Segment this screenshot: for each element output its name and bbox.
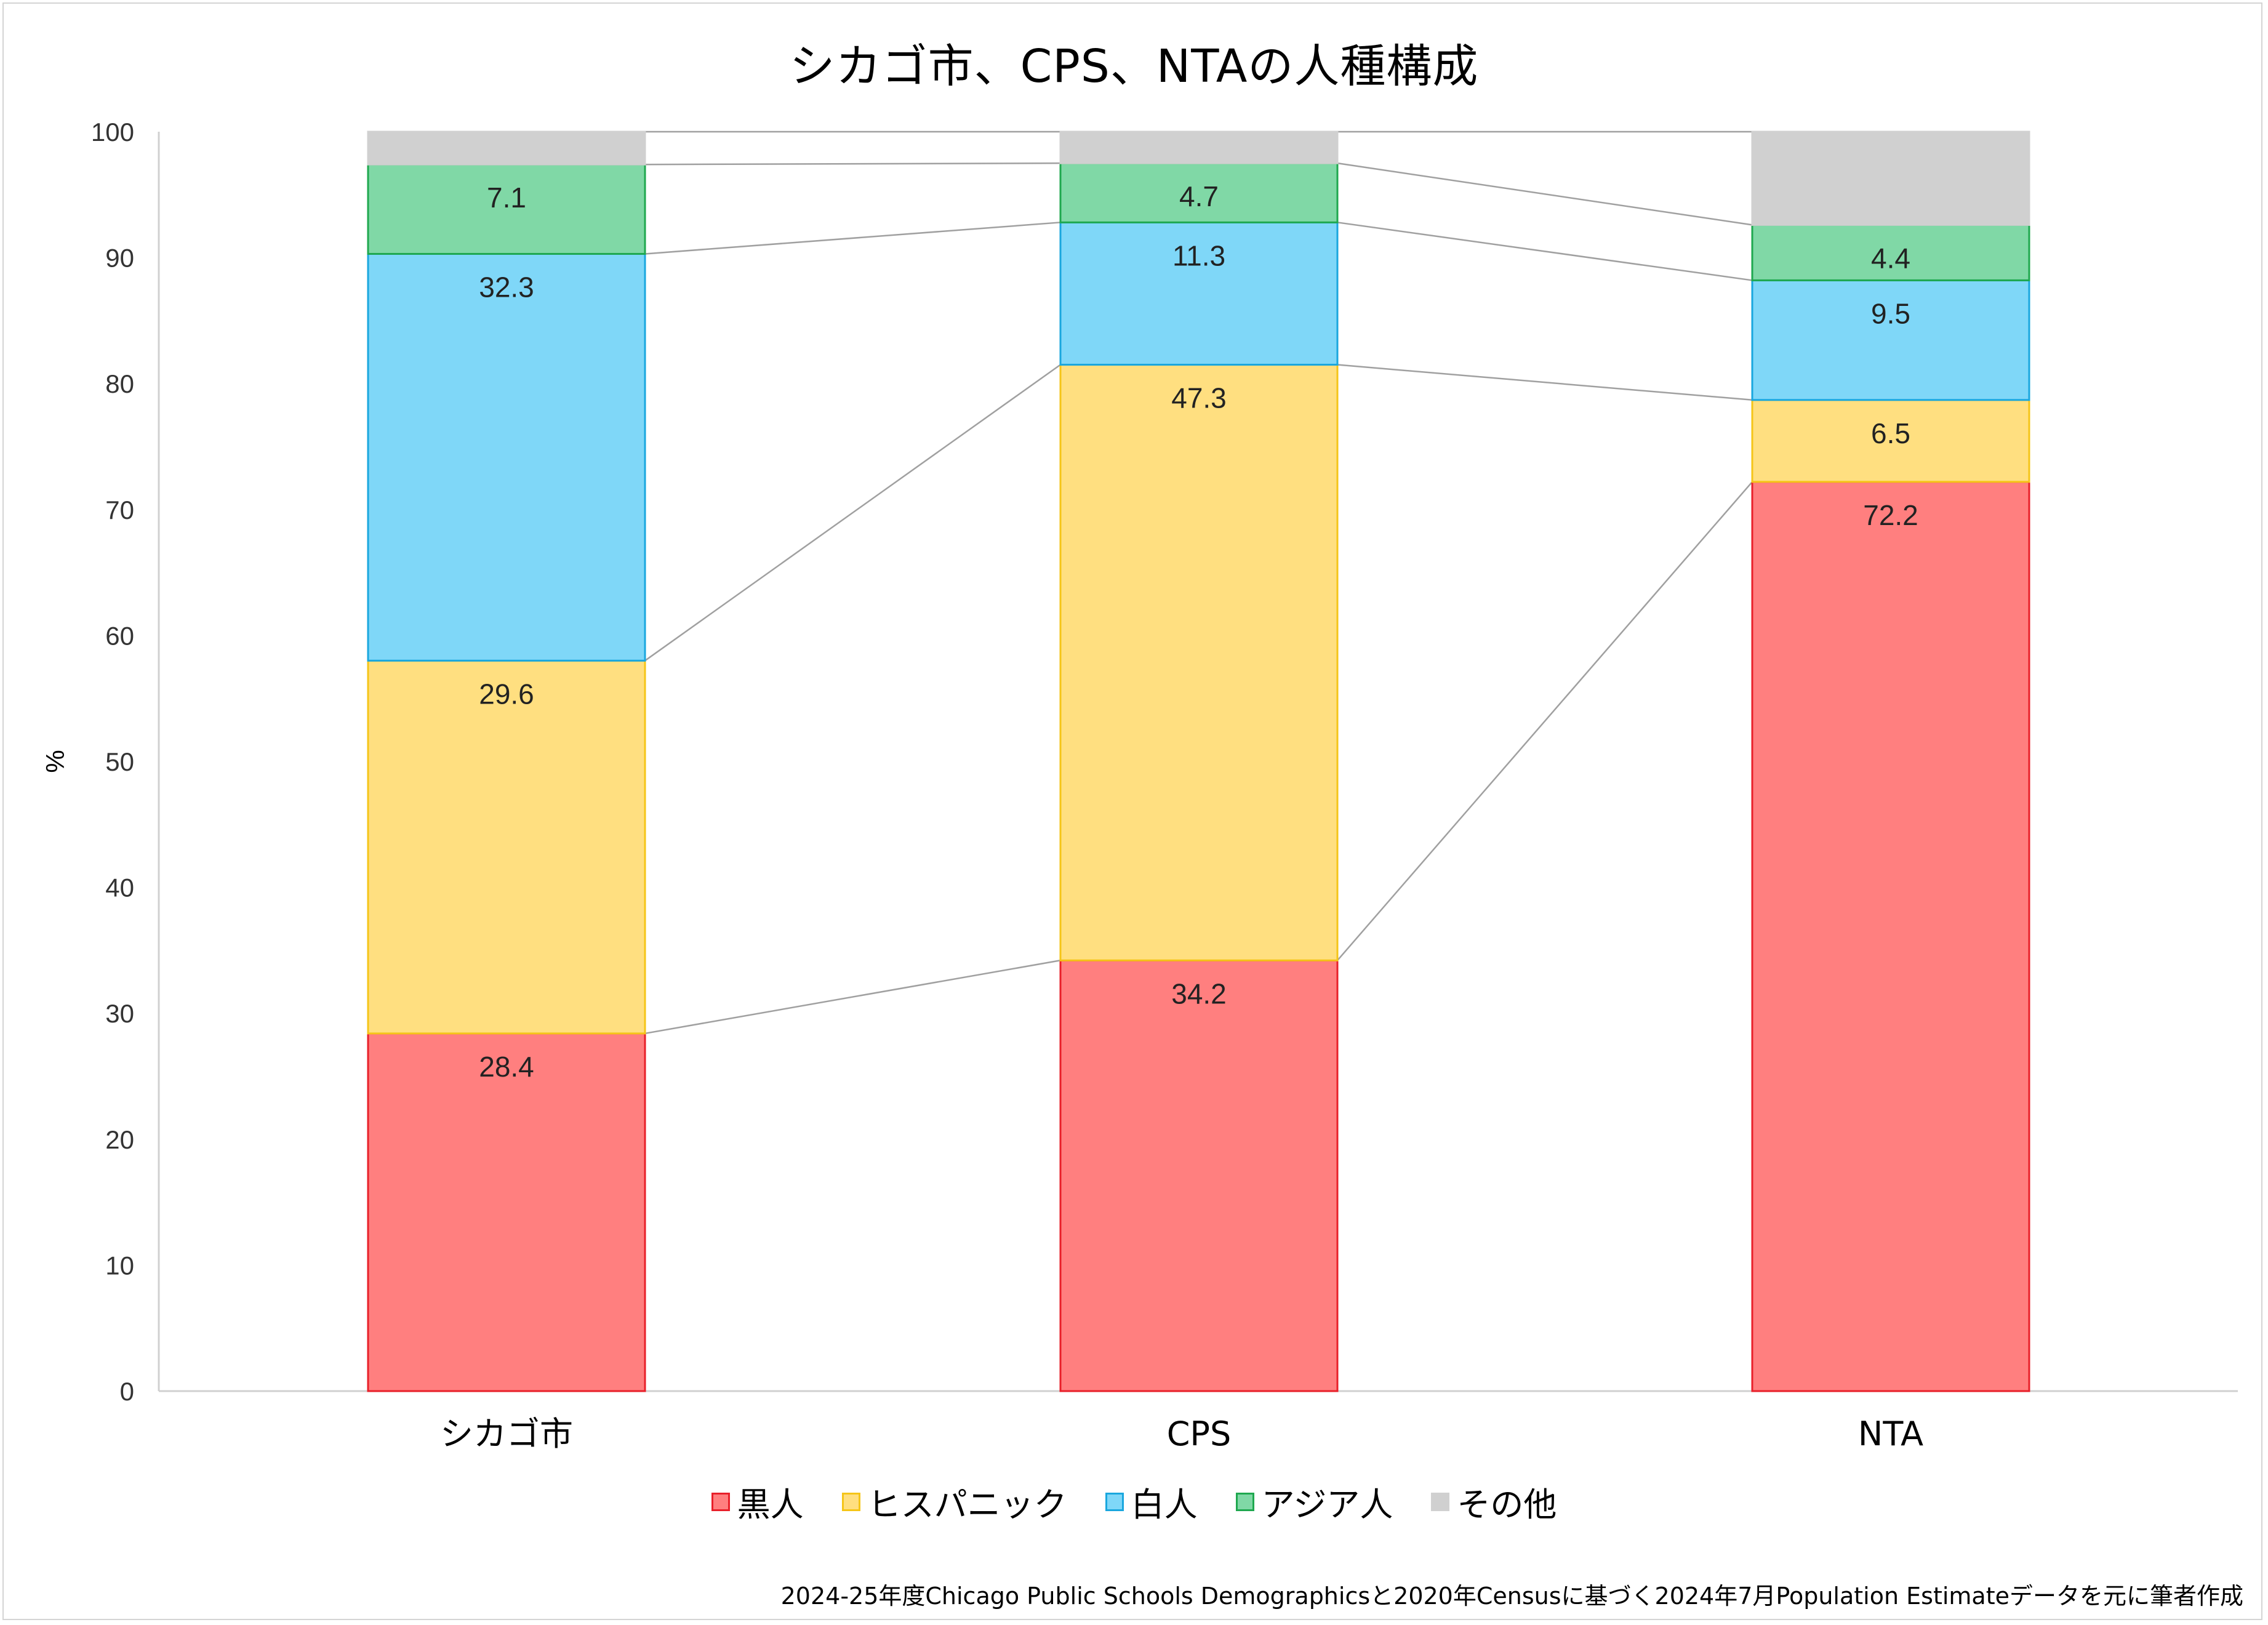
series-line (644, 222, 1061, 255)
data-label: 34.2 (1171, 977, 1227, 1009)
y-tick-label: 80 (105, 369, 134, 398)
data-label: 32.3 (479, 271, 534, 303)
legend-item: アジア人 (1235, 1477, 1393, 1526)
y-tick-label: 100 (91, 118, 134, 146)
series-line (1337, 162, 1753, 226)
bar-segment (1059, 162, 1339, 223)
chart-title: シカゴ市、CPS、NTAの人種構成 (789, 40, 1479, 93)
legend-label: ヒスパニック (867, 1485, 1067, 1524)
data-labels: 28.4 34.2 72.2 29.6 47.3 6.5 32.3 11.3 9.5 7.1 4.7… (479, 180, 1918, 1083)
y-tick-label: 60 (105, 621, 134, 650)
legend-swatch (1105, 1492, 1124, 1511)
legend-label: アジア人 (1261, 1485, 1393, 1524)
y-tick-label: 70 (105, 496, 134, 524)
x-tick-label: シカゴ市 (440, 1414, 573, 1453)
legend-item: 黒人 (711, 1477, 804, 1526)
y-tick-label: 10 (105, 1251, 134, 1280)
bar-segment (1059, 364, 1339, 961)
legend-item: ヒスパニック (841, 1477, 1067, 1526)
y-tick-label: 90 (105, 244, 134, 273)
data-label: 28.4 (479, 1051, 534, 1083)
bar-segment (367, 659, 646, 1035)
series-line (644, 162, 1061, 166)
legend-item: その他 (1431, 1477, 1557, 1526)
stacked-bars (367, 130, 2030, 1392)
legend-label: その他 (1457, 1485, 1557, 1524)
y-tick-label: 30 (105, 999, 134, 1028)
data-label: 7.1 (487, 182, 526, 214)
x-tick-label: CPS (1167, 1414, 1232, 1453)
bar-segment (1059, 959, 1339, 1392)
bar-segment (367, 252, 646, 662)
y-tick-label: 50 (105, 747, 134, 776)
legend-swatch (1235, 1492, 1254, 1511)
data-label: 11.3 (1172, 239, 1225, 271)
y-tick-label: 20 (105, 1125, 134, 1154)
data-label: 72.2 (1863, 499, 1918, 531)
bar-segment (1059, 130, 1339, 164)
legend-item: 白人 (1105, 1477, 1198, 1526)
y-axis-label: % (41, 750, 70, 772)
series-line (644, 960, 1061, 1035)
bar-segment (1751, 223, 2030, 281)
series-line (1337, 222, 1753, 281)
bar-segment (1751, 279, 2030, 401)
bar-segment (1751, 481, 2030, 1392)
chart-legend: 黒人 ヒスパニック 白人 アジア人 その他 (0, 1477, 2268, 1526)
legend-swatch (1431, 1492, 1450, 1511)
series-line (644, 364, 1061, 662)
bar-segment (1751, 130, 2030, 226)
legend-swatch (711, 1492, 730, 1511)
y-tick-label: 40 (105, 873, 134, 902)
x-tick-label: NTA (1858, 1414, 1923, 1453)
data-label: 6.5 (1871, 417, 1910, 449)
data-label: 29.6 (479, 678, 534, 710)
legend-label: 白人 (1131, 1485, 1198, 1524)
data-label: 47.3 (1171, 382, 1227, 414)
series-connector-lines (644, 130, 1753, 1035)
y-tick-label: 0 (120, 1377, 134, 1406)
legend-label: 黒人 (737, 1485, 804, 1524)
bar-segment (367, 130, 646, 166)
series-line (1337, 481, 1753, 961)
legend-swatch (841, 1492, 860, 1511)
source-note: 2024-25年度Chicago Public Schools Demograp… (780, 1583, 2243, 1610)
data-label: 4.4 (1871, 242, 1910, 274)
bar-segment (367, 1032, 646, 1392)
data-label: 9.5 (1871, 297, 1910, 329)
data-label: 4.7 (1179, 180, 1219, 212)
series-line (1337, 364, 1753, 401)
bar-segment (1751, 399, 2030, 483)
